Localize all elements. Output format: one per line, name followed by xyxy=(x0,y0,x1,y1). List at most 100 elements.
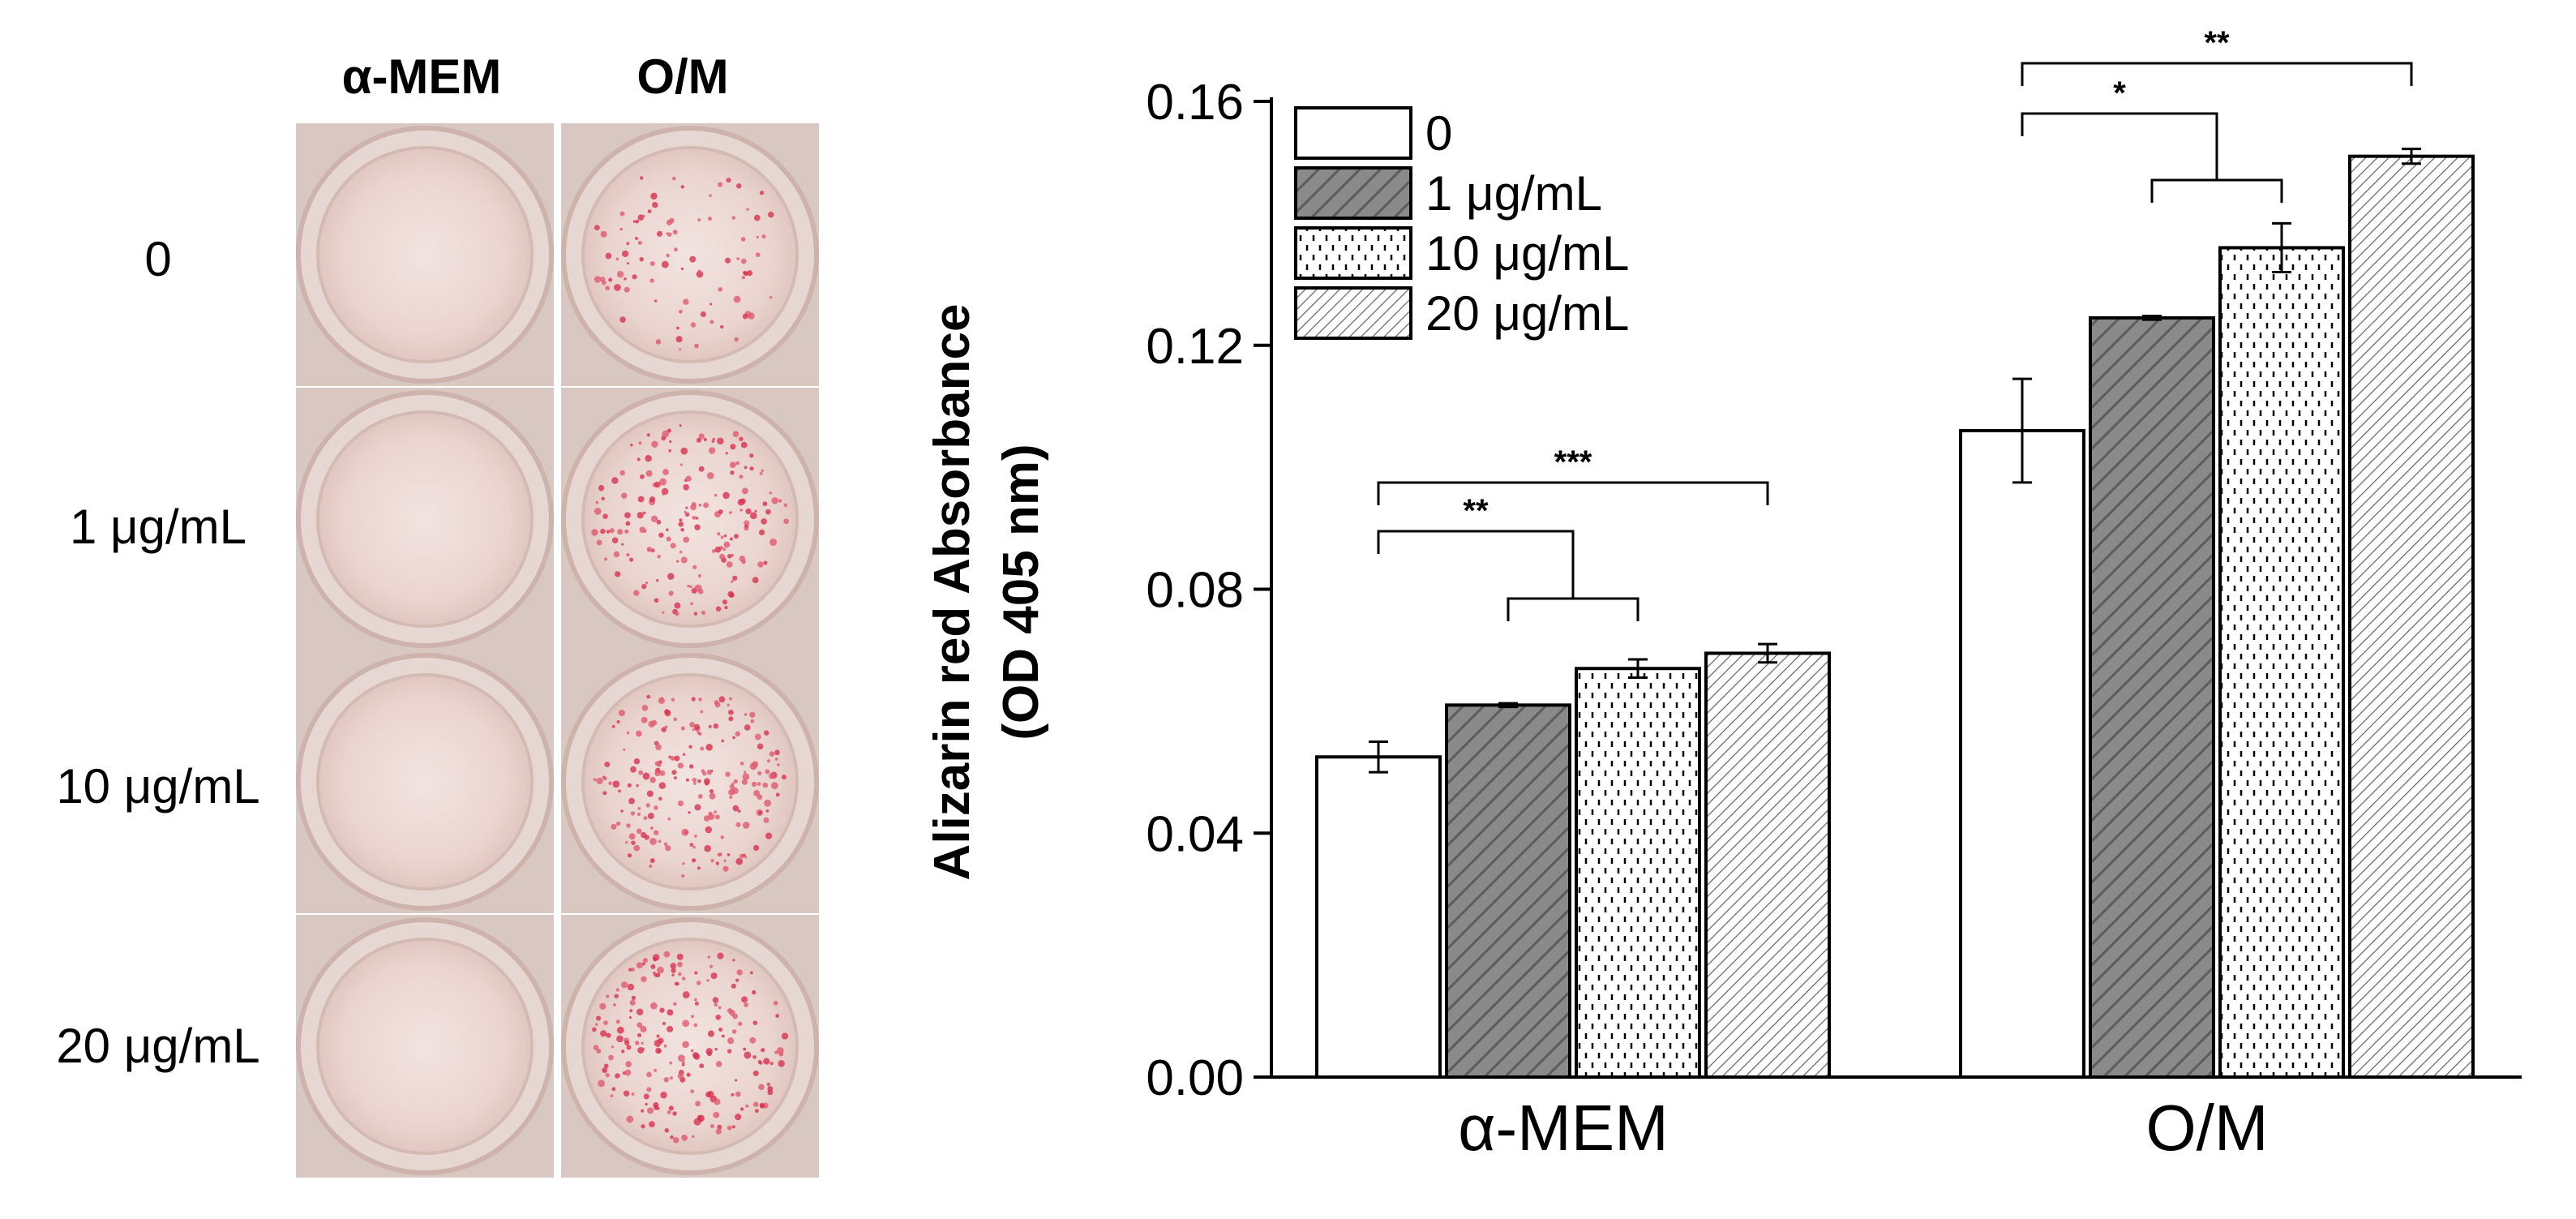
stain-dot xyxy=(593,778,597,782)
stain-dot xyxy=(615,988,619,992)
stain-dot xyxy=(714,1047,718,1051)
stain-dot xyxy=(729,783,735,789)
stain-dot xyxy=(641,1124,645,1129)
stain-dot xyxy=(735,461,740,466)
stain-dot xyxy=(697,573,701,578)
stain-dot xyxy=(710,859,714,863)
stain-dot xyxy=(628,797,636,805)
stain-dot xyxy=(623,1090,630,1097)
stain-dot xyxy=(598,1080,606,1088)
stain-dot xyxy=(728,709,734,715)
stain-dot xyxy=(594,507,602,515)
stain-dot xyxy=(736,969,743,976)
stain-dot xyxy=(758,529,765,536)
stain-dot xyxy=(677,961,683,968)
stain-dot xyxy=(667,1025,674,1032)
stain-dot xyxy=(645,470,653,477)
stain-dot xyxy=(671,973,675,976)
stain-dot xyxy=(767,1089,774,1096)
stain-dot xyxy=(761,234,766,239)
stain-dot xyxy=(769,773,775,779)
stain-dot xyxy=(694,804,701,811)
stain-dot xyxy=(641,976,647,982)
stain-dot xyxy=(640,474,645,479)
stain-dot xyxy=(742,822,750,829)
stain-dot xyxy=(664,1127,670,1133)
stain-dot xyxy=(656,1044,660,1048)
stain-dot xyxy=(624,286,630,293)
stain-dot xyxy=(739,556,746,562)
stain-dot xyxy=(750,719,755,723)
y-tick-label-4: 0.16 xyxy=(1146,75,1244,131)
stain-dot xyxy=(727,1049,732,1054)
stain-dot xyxy=(629,999,636,1006)
stain-dot xyxy=(632,220,636,223)
stain-dot xyxy=(667,1110,671,1114)
stain-dot xyxy=(749,711,756,718)
stain-dot xyxy=(744,770,747,774)
legend-swatch-0 xyxy=(1294,106,1412,160)
y-tick-label-0: 0.00 xyxy=(1146,1050,1244,1106)
stain-dot xyxy=(757,743,764,750)
stain-dot xyxy=(771,782,778,789)
stain-dot xyxy=(660,1091,667,1099)
stain-dot xyxy=(709,303,713,306)
stain-dot xyxy=(693,782,697,785)
stain-dot xyxy=(683,483,690,491)
stain-dot xyxy=(624,512,631,519)
stain-dot xyxy=(685,475,692,482)
stain-dot xyxy=(663,1044,667,1048)
stain-dot xyxy=(666,253,670,258)
stain-dot xyxy=(601,496,605,501)
stain-dot xyxy=(725,771,731,777)
stain-dot xyxy=(712,997,719,1003)
stain-dot xyxy=(661,260,669,268)
stain-dot xyxy=(689,843,694,847)
stain-dot xyxy=(658,839,662,843)
stain-dot xyxy=(698,466,705,472)
sig-bracket-3 xyxy=(2021,62,2413,86)
stain-dot xyxy=(731,580,734,583)
stain-dot xyxy=(640,1025,647,1032)
y-tick-label-3: 0.12 xyxy=(1146,319,1244,375)
stain-dot xyxy=(646,547,653,552)
stain-dot xyxy=(652,201,658,208)
stain-dot xyxy=(694,524,701,530)
stain-dot xyxy=(629,1009,633,1013)
stain-dot xyxy=(645,582,649,585)
stain-dot xyxy=(693,612,698,616)
stain-dot xyxy=(641,704,649,711)
stain-dot xyxy=(618,710,625,717)
stain-dot xyxy=(630,444,633,447)
stain-dot xyxy=(649,278,654,283)
stain-dot xyxy=(656,230,663,237)
stain-dot xyxy=(681,828,689,836)
stain-dot xyxy=(635,236,638,240)
bar-chart: Alizarin red Absorbance (OD 405 nm) 0.00… xyxy=(924,25,2522,1164)
stain-dot xyxy=(658,782,667,789)
stain-dot xyxy=(667,573,675,580)
stain-dot xyxy=(626,552,630,557)
stain-dot xyxy=(636,828,642,835)
stain-dot xyxy=(764,799,772,807)
stain-dot xyxy=(591,529,598,536)
stain-dot xyxy=(749,1037,757,1044)
stain-dot xyxy=(707,217,713,221)
sig-subbracket-2 xyxy=(2150,178,2283,203)
stain-dot xyxy=(692,515,697,520)
stain-dot xyxy=(718,1027,723,1032)
stain-dot xyxy=(680,447,688,455)
stain-dot xyxy=(643,816,648,821)
stain-dot xyxy=(602,280,606,285)
photo-col-header-amem: α-MEM xyxy=(342,49,502,104)
stain-dot xyxy=(719,553,726,560)
stain-dot xyxy=(757,794,763,801)
stain-dot xyxy=(611,537,619,544)
stain-dot xyxy=(662,1021,667,1025)
stain-dot xyxy=(764,730,769,736)
stain-dot xyxy=(666,536,671,542)
stain-dot xyxy=(619,227,624,231)
stain-dot xyxy=(732,805,739,812)
stain-dot xyxy=(739,498,746,504)
